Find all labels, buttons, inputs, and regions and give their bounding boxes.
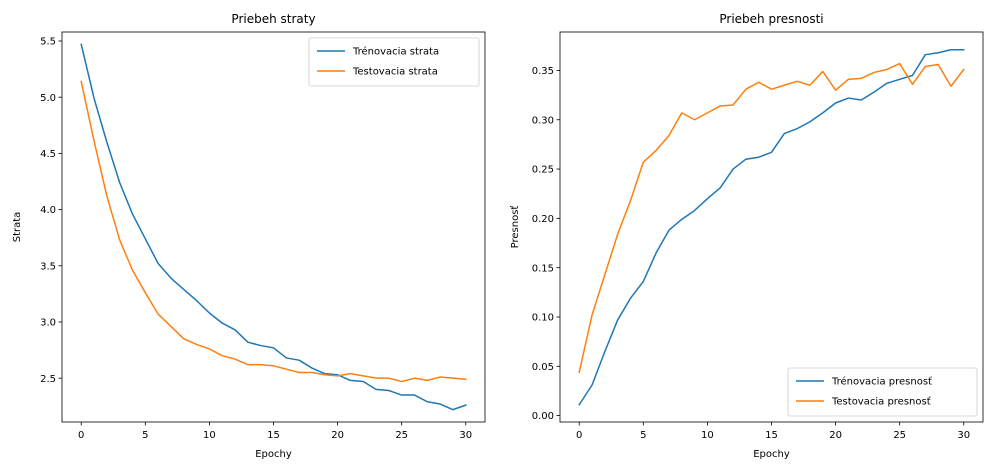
series-line-0 [578,49,965,406]
series-line-0 [80,43,467,411]
y-tick-label: 3.5 [40,261,56,272]
series-line-1 [578,62,965,374]
y-tick-label: 2.5 [40,374,56,385]
y-axis-label: Presnosť [509,206,521,249]
legend-frame [787,367,978,417]
x-tick-label: 15 [765,430,778,441]
x-tick-label: 10 [701,430,714,441]
x-tick-label: 30 [459,430,472,441]
plot-area-frame [559,31,984,423]
series-line-1 [80,80,467,383]
x-tick-label: 5 [142,430,148,441]
y-tick-label: 0.05 [532,362,554,373]
chart-title: Priebeh straty [231,12,315,26]
x-tick-label: 0 [78,430,84,441]
x-tick-label: 0 [576,430,582,441]
x-tick-label: 15 [267,430,280,441]
x-axis-label: Epochy [255,449,292,460]
y-tick-label: 0.30 [532,115,554,126]
x-tick-label: 30 [957,430,970,441]
y-tick-label: 0.35 [532,66,554,77]
legend: Trénovacia presnosť Testovacia presnosť [787,367,978,417]
chart-title: Priebeh presnosti [719,12,823,26]
legend-frame [308,37,480,87]
loss-chart: 0 5 10 15 20 25 30 2.5 3.0 3.5 4.0 4.5 5.0 5.5 Priebeh… [12,12,486,460]
x-tick-label: 25 [395,430,408,441]
y-tick-label: 3.0 [40,318,56,329]
y-tick-label: 5.5 [40,37,56,48]
y-tick-label: 0.10 [532,313,554,324]
x-axis-label: Epochy [753,449,790,460]
legend-entry-label: Trénovacia strata [352,46,439,58]
accuracy-chart: 0 5 10 15 20 25 30 0.00 0.05 0.10 0.15 0.20 0.25 0.30… [509,12,984,460]
y-tick-label: 0.25 [532,165,554,176]
y-tick-label: 0.00 [532,411,554,422]
y-tick-label: 0.20 [532,214,554,225]
y-tick-label: 5.0 [40,93,56,104]
x-tick-label: 5 [640,430,646,441]
legend: Trénovacia strata Testovacia strata [308,37,480,87]
y-tick-label: 4.5 [40,149,56,160]
x-tick-label: 20 [331,430,344,441]
y-axis-label: Strata [12,212,23,243]
plot-area-frame [61,31,486,423]
x-tick-label: 20 [829,430,842,441]
y-tick-label: 0.15 [532,263,554,274]
y-tick-label: 4.0 [40,205,56,216]
x-tick-label: 25 [893,430,906,441]
legend-entry-label: Trénovacia presnosť [831,376,932,388]
legend-entry-label: Testovacia strata [352,67,438,78]
x-tick-label: 10 [203,430,216,441]
legend-entry-label: Testovacia presnosť [831,396,931,408]
